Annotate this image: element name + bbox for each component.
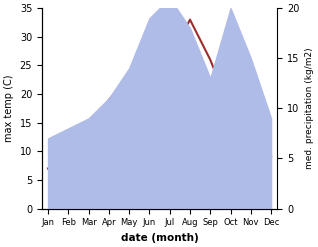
X-axis label: date (month): date (month) (121, 233, 198, 243)
Y-axis label: max temp (C): max temp (C) (4, 75, 14, 142)
Y-axis label: med. precipitation (kg/m2): med. precipitation (kg/m2) (305, 48, 314, 169)
